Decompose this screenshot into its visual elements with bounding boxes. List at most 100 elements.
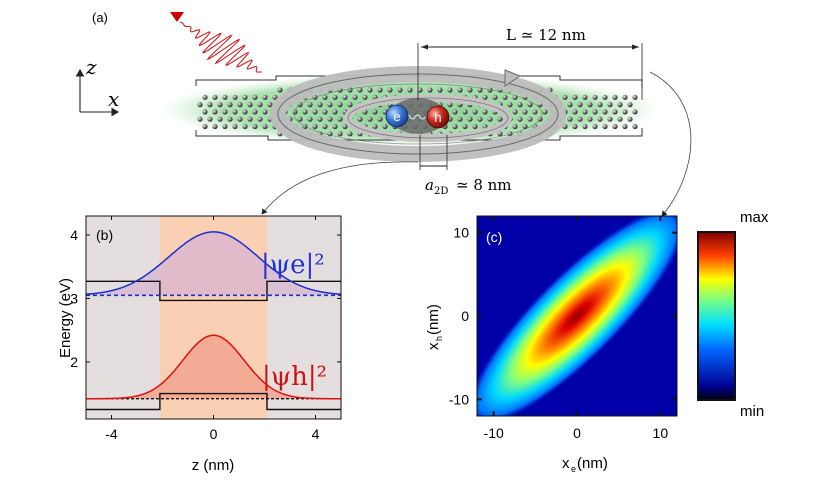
lattice-atom [462,109,468,115]
lattice-atom [467,116,473,122]
lattice-atom [257,102,263,108]
lattice-atom [257,116,263,122]
y-tick-label: 10 [453,225,469,241]
lattice-atom [332,109,338,115]
lattice-atom [317,102,323,108]
lattice-atom [567,102,573,108]
lattice-atom [427,87,433,93]
lattice-atom [497,131,503,137]
lattice-atom [297,116,303,122]
lattice-atom [262,109,268,115]
plot-c-ylabel-sub: h [434,336,444,341]
lattice-atom [357,116,363,122]
lattice-atom [372,123,378,130]
lattice-atom [407,87,413,93]
lattice-atom [212,123,218,130]
lattice-atom [567,116,573,122]
lattice-atom [572,123,578,130]
lattice-atom [447,102,453,108]
lattice-atom [252,109,258,115]
lattice-atom [232,94,238,100]
lattice-atom [372,109,378,115]
panel-c-label: (c) [486,229,502,245]
connector-to-b [261,161,419,215]
plot-c-xlabel-sub: e [571,464,576,474]
lattice-atom [242,109,248,115]
lattice-atom [222,109,228,115]
plot-c-ylabel-unit: (nm) [425,304,442,335]
colorbar-max-label: max [740,209,769,226]
lattice-atom [347,102,353,108]
lattice-atom [247,116,253,122]
lattice-atom [222,123,228,130]
plot-c-ylabel: x h (nm) [425,304,444,350]
lattice-atom [582,123,588,130]
hole-icon: h [426,105,450,129]
lattice-atom [472,123,478,130]
lattice-atom [202,123,208,130]
lattice-atom [312,123,318,130]
lattice-atom [307,102,313,108]
lattice-atom [272,94,278,100]
lattice-atom [322,109,328,115]
lattice-atom [417,87,423,93]
lattice-atom [587,102,593,108]
lattice-atom [327,116,333,122]
panel-b: (b) |ψe|² |ψh|² -4 0 4 4 3 2 Energy (eV) z (n… [57,215,342,474]
electron-icon: e [385,104,409,128]
plot-b-ticks: -4 0 4 4 3 2 [70,216,341,442]
bohr-symbol: a [425,176,434,194]
lattice-atom [337,102,343,108]
lattice-atom [607,102,613,108]
lattice-atom [367,116,373,122]
panel-a-label: (a) [92,10,108,25]
lattice-atom [617,102,623,108]
lattice-atom [457,116,463,122]
lattice-atom [492,94,498,100]
lattice-atom [302,109,308,115]
lattice-atom [577,102,583,108]
lattice-atom [612,109,618,115]
lattice-atom [242,94,248,100]
lattice-atom [587,116,593,122]
heatmap-correlation [477,216,677,416]
plot-c-xlabel: x e (nm) [562,455,608,474]
lattice-atom [252,94,258,100]
lattice-atom [232,123,238,130]
lattice-atom [222,94,228,100]
lattice-atom [597,102,603,108]
length-dimension: L ≃ 12 nm [417,26,643,100]
lattice-atom [372,94,378,100]
lattice-atom [467,87,473,93]
panel-c: (c) -10 0 10 10 0 -10 x e (nm) x h (nm) max m… [425,209,769,474]
lattice-atom [377,87,383,93]
bohr-subscript: 2D [434,186,448,197]
lattice-atom [237,102,243,108]
lattice-atom [582,94,588,100]
panel-b-label: (b) [96,227,113,243]
plot-c-xlabel-unit: (nm) [577,455,608,472]
lattice-atom [377,116,383,122]
lattice-atom [337,131,343,137]
lattice-atom [457,87,463,93]
axes-indicator: z x [75,55,119,117]
colorbar [697,231,736,401]
lattice-atom [212,94,218,100]
lattice-atom [437,87,443,93]
lattice-atom [212,109,218,115]
lattice-atom [507,102,513,108]
inner-orbit [344,94,512,142]
y-tick-label: 3 [70,290,78,306]
lattice-atom [582,109,588,115]
psi-h-label: |ψh|² [262,362,327,392]
lattice-atom [612,123,618,130]
lattice-atom [522,109,528,115]
x-tick-label: 4 [312,426,320,442]
plot-b-ylabel: Energy (eV) [57,278,74,358]
colorbar-min-label: min [740,403,764,420]
lattice-atom [237,116,243,122]
lattice-atom [447,87,453,93]
lattice-atom [607,116,613,122]
lattice-atom [627,102,633,108]
